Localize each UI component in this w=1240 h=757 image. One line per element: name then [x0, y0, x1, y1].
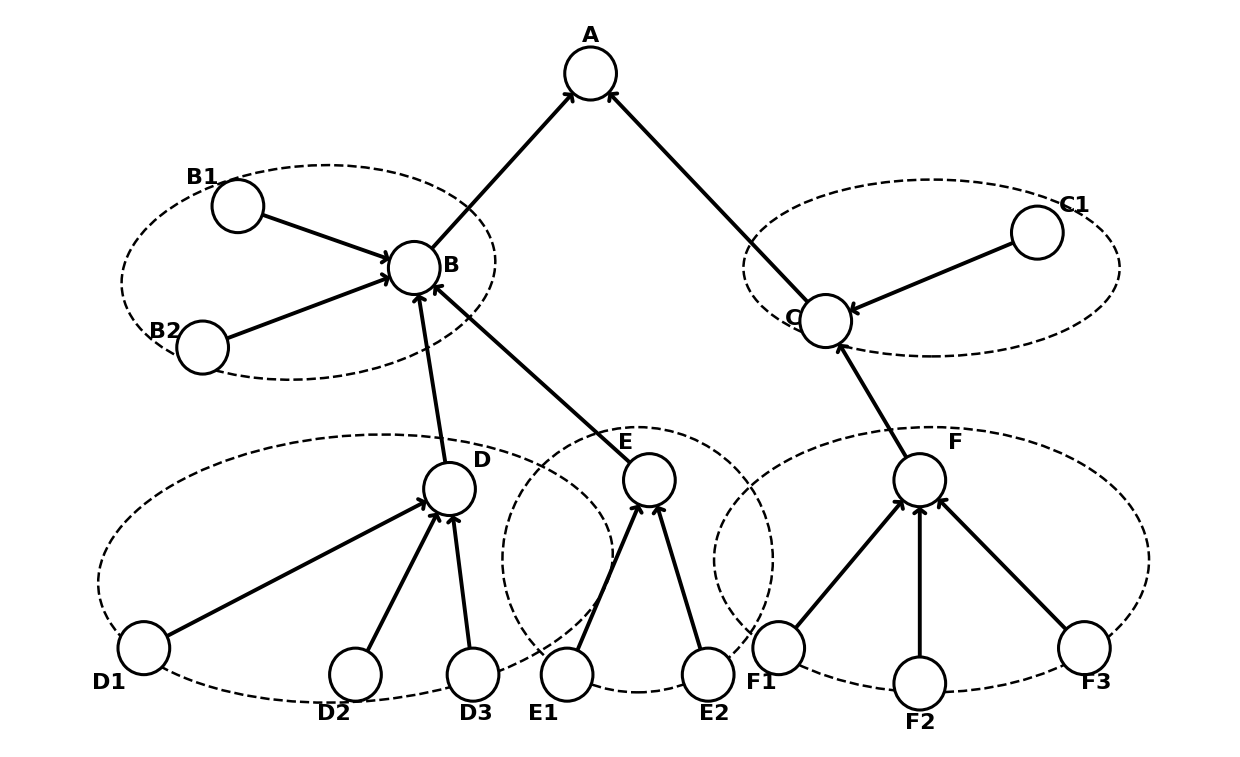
Ellipse shape: [177, 321, 228, 374]
Ellipse shape: [118, 621, 170, 674]
Text: B: B: [444, 256, 460, 276]
Text: C: C: [785, 310, 801, 329]
Ellipse shape: [682, 648, 734, 701]
Text: D: D: [474, 450, 491, 471]
Text: F2: F2: [904, 713, 935, 734]
Ellipse shape: [424, 463, 475, 516]
Ellipse shape: [1012, 206, 1063, 259]
Ellipse shape: [212, 179, 264, 232]
Ellipse shape: [894, 453, 946, 506]
Ellipse shape: [541, 648, 593, 701]
Text: B1: B1: [186, 168, 219, 188]
Text: D2: D2: [317, 705, 351, 724]
Text: E2: E2: [699, 705, 729, 724]
Ellipse shape: [624, 453, 676, 506]
Text: E1: E1: [528, 705, 559, 724]
Ellipse shape: [753, 621, 805, 674]
Text: E: E: [619, 433, 634, 453]
Text: F: F: [947, 433, 962, 453]
Ellipse shape: [894, 657, 946, 710]
Text: C1: C1: [1059, 196, 1091, 216]
Text: D1: D1: [92, 674, 125, 693]
Ellipse shape: [448, 648, 498, 701]
Ellipse shape: [800, 294, 852, 347]
Text: D3: D3: [459, 705, 492, 724]
Text: F3: F3: [1081, 674, 1111, 693]
Text: A: A: [582, 26, 599, 46]
Ellipse shape: [388, 241, 440, 294]
Ellipse shape: [1059, 621, 1110, 674]
Ellipse shape: [564, 47, 616, 100]
Text: B2: B2: [149, 322, 181, 341]
Text: F1: F1: [745, 674, 776, 693]
Ellipse shape: [330, 648, 382, 701]
